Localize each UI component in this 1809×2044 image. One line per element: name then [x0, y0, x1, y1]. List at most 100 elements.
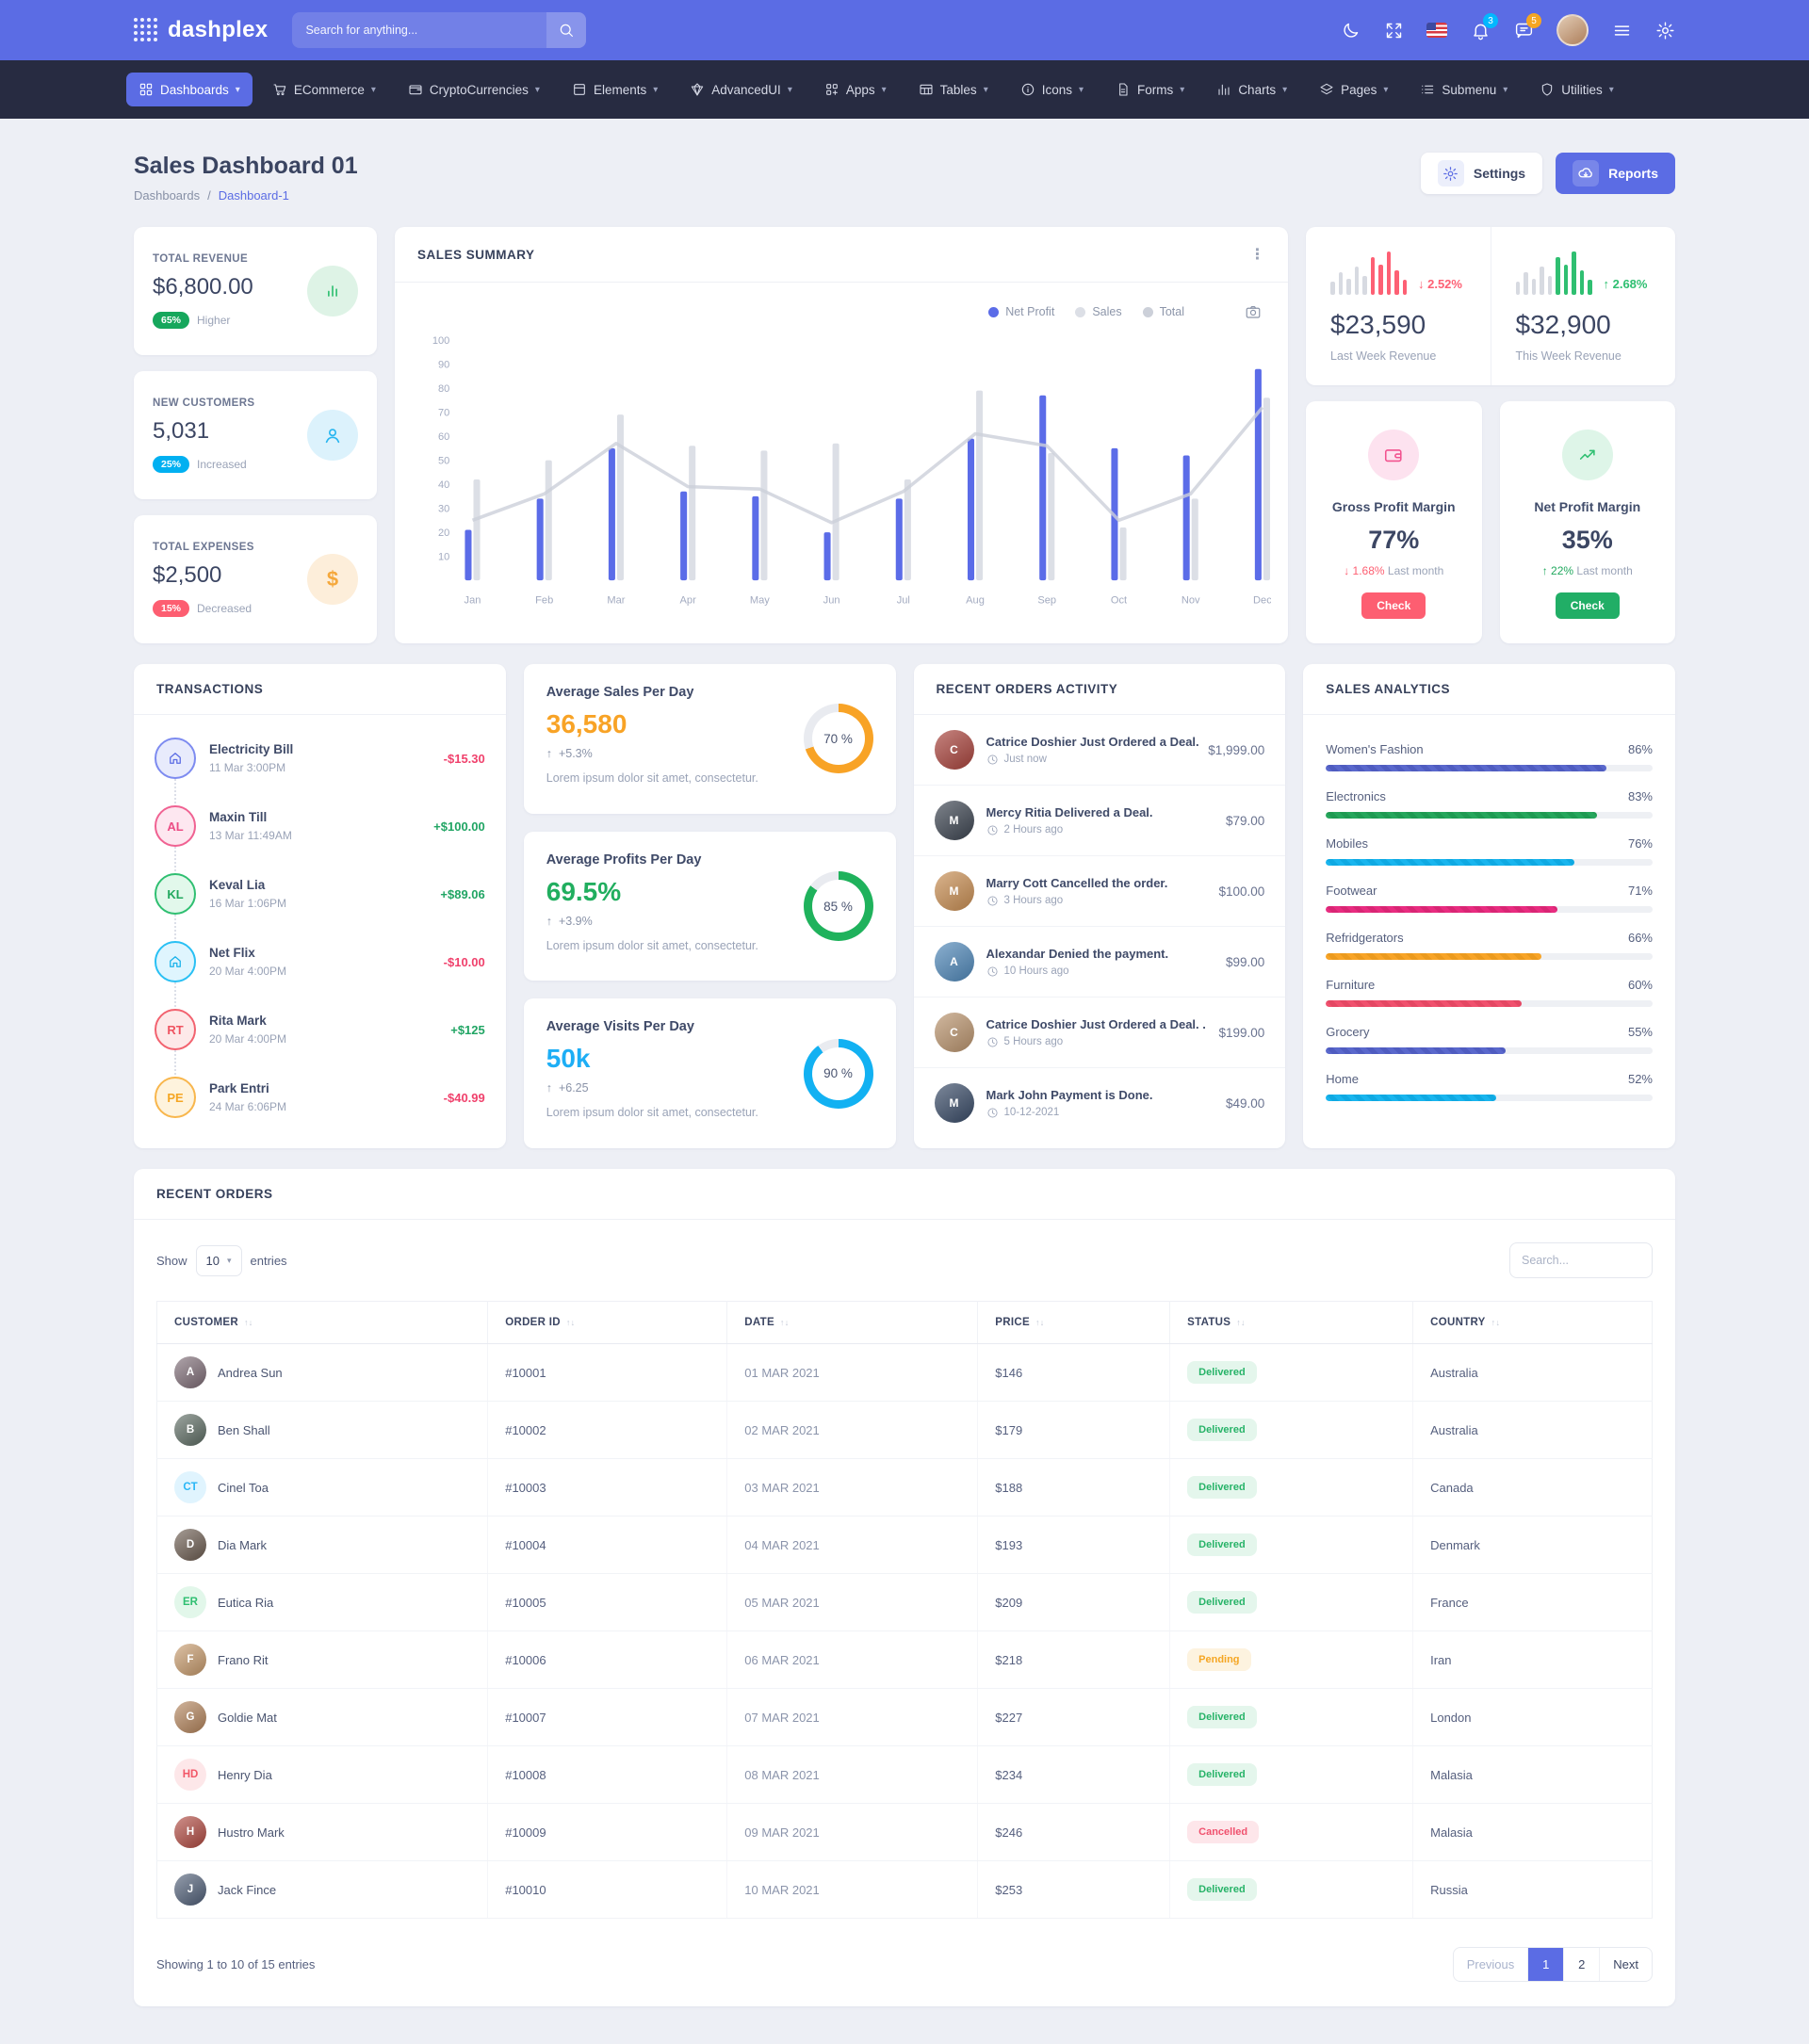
svg-text:Sep: Sep — [1037, 594, 1056, 606]
legend-item[interactable]: Total — [1142, 305, 1184, 318]
order-id: #10005 — [487, 1573, 727, 1631]
table-search-input[interactable] — [1509, 1242, 1653, 1278]
user-icon — [325, 429, 340, 444]
menu-icon[interactable] — [1611, 20, 1632, 41]
nav-item-advancedui[interactable]: AdvancedUI ▾ — [677, 73, 805, 106]
breadcrumb-current: Dashboard-1 — [218, 188, 289, 203]
user-avatar[interactable] — [1556, 14, 1589, 46]
customer-name: Andrea Sun — [218, 1365, 283, 1380]
analytics-row: Home 52% — [1326, 1072, 1653, 1101]
settings-button[interactable]: Settings — [1420, 153, 1543, 194]
stat-label: NEW CUSTOMERS — [153, 397, 255, 409]
svg-text:100: 100 — [432, 335, 449, 347]
average-delta: ↑ +6.25 — [546, 1081, 589, 1095]
transaction-amount: -$15.30 — [443, 751, 485, 766]
check-button[interactable]: Check — [1361, 592, 1426, 619]
nav-item-charts[interactable]: Charts ▾ — [1204, 73, 1299, 106]
gear-icon — [1443, 166, 1459, 181]
fullscreen-icon[interactable] — [1383, 20, 1404, 41]
nav-item-apps[interactable]: Apps ▾ — [812, 73, 899, 106]
analytics-bar — [1326, 953, 1542, 960]
sales-summary-chart: 10 20 30 40 50 60 70 80 90 100 Jan Feb Mar Apr May Jun J… — [395, 320, 1288, 632]
breadcrumb: Dashboards / Dashboard-1 — [134, 188, 289, 203]
column-header-country[interactable]: COUNTRY ↑↓ — [1412, 1301, 1653, 1344]
transaction-name: Rita Mark — [209, 1014, 267, 1028]
svg-text:30: 30 — [438, 504, 449, 515]
search-input[interactable] — [292, 12, 547, 48]
page-2[interactable]: 2 — [1563, 1948, 1599, 1981]
average-title: Average Visits Per Day — [546, 1019, 694, 1035]
legend-dot — [988, 306, 1000, 317]
messages-icon[interactable]: 5 — [1513, 13, 1541, 41]
chart-icon — [1218, 84, 1230, 95]
nav-item-ecommerce[interactable]: ECommerce ▾ — [260, 73, 388, 106]
column-header-price[interactable]: PRICE ↑↓ — [977, 1301, 1170, 1344]
stat-card: TOTAL EXPENSES $2,500 15% Decreased $ — [134, 515, 377, 643]
svg-text:70: 70 — [438, 408, 449, 419]
legend-dot — [1142, 306, 1153, 317]
search-button[interactable] — [546, 12, 587, 48]
column-header-status[interactable]: STATUS ↑↓ — [1169, 1301, 1413, 1344]
status-badge: Delivered — [1187, 1878, 1257, 1901]
main-nav: Dashboards ▾ ECommerce ▾ CryptoCurrencies ▾ El… — [0, 60, 1809, 119]
customer-avatar: G — [174, 1701, 206, 1733]
legend-item[interactable]: Sales — [1075, 305, 1122, 318]
column-header-customer[interactable]: CUSTOMER ↑↓ — [156, 1301, 488, 1344]
transaction-avatar: KL — [155, 873, 196, 915]
activity-amount: $1,999.00 — [1208, 742, 1265, 757]
reports-button[interactable]: Reports — [1556, 153, 1675, 194]
chevron-down-icon: ▾ — [227, 1255, 232, 1265]
column-header-date[interactable]: DATE ↑↓ — [726, 1301, 978, 1344]
activity-time: 3 Hours ago — [1003, 895, 1064, 906]
page-size-select[interactable]: 10 ▾ — [195, 1244, 242, 1276]
chart-download-camera-icon[interactable] — [1245, 303, 1262, 320]
analytics-label: Electronics — [1326, 789, 1386, 803]
legend-dot — [1075, 306, 1086, 317]
average-delta: ↑ +3.9% — [546, 914, 593, 928]
ring-label: 85 % — [823, 899, 853, 914]
nav-item-tables[interactable]: Tables ▾ — [906, 73, 1001, 106]
stat-value: $6,800.00 — [153, 274, 253, 300]
transaction-name: Park Entri — [209, 1081, 269, 1095]
legend-item[interactable]: Net Profit — [988, 305, 1054, 318]
nav-item-submenu[interactable]: Submenu ▾ — [1408, 73, 1520, 106]
recent-orders-title: RECENT ORDERS — [156, 1187, 273, 1201]
page-previous[interactable]: Previous — [1466, 1957, 1515, 1971]
order-price: $188 — [977, 1458, 1170, 1517]
nav-item-elements[interactable]: Elements ▾ — [560, 73, 670, 106]
dark-mode-icon[interactable] — [1340, 20, 1361, 41]
breadcrumb-parent[interactable]: Dashboards — [134, 188, 201, 203]
check-button[interactable]: Check — [1555, 592, 1620, 619]
nav-item-dashboards[interactable]: Dashboards ▾ — [126, 73, 253, 106]
brand-logo[interactable]: dashplex — [134, 17, 268, 43]
transaction-avatar: AL — [155, 805, 196, 847]
order-date: 09 MAR 2021 — [726, 1803, 978, 1861]
expand-icon — [1386, 23, 1401, 38]
column-header-order-id[interactable]: ORDER ID ↑↓ — [487, 1301, 727, 1344]
nav-item-icons[interactable]: Icons ▾ — [1008, 73, 1096, 106]
notifications-bell-icon[interactable]: 3 — [1470, 13, 1498, 41]
customer-name: Goldie Mat — [218, 1710, 277, 1725]
svg-text:Jan: Jan — [464, 594, 481, 606]
chevron-down-icon: ▾ — [787, 84, 792, 95]
svg-text:Feb: Feb — [535, 594, 553, 606]
stat-note: Increased — [197, 458, 247, 471]
nav-item-cryptocurrencies[interactable]: CryptoCurrencies ▾ — [396, 73, 552, 106]
page-next[interactable]: Next — [1599, 1948, 1652, 1981]
card-menu-kebab-icon[interactable]: ⋮ — [1249, 247, 1265, 263]
clock-icon — [986, 895, 998, 906]
nav-item-utilities[interactable]: Utilities ▾ — [1527, 73, 1626, 106]
language-flag-icon[interactable] — [1426, 20, 1447, 41]
nav-item-forms[interactable]: Forms ▾ — [1103, 73, 1197, 106]
analytics-bar — [1326, 906, 1558, 913]
settings-gear-icon[interactable] — [1654, 20, 1675, 41]
nav-item-pages[interactable]: Pages ▾ — [1307, 73, 1400, 106]
order-id: #10008 — [487, 1745, 727, 1804]
analytics-row: Women's Fashion 86% — [1326, 742, 1653, 771]
analytics-row: Mobiles 76% — [1326, 836, 1653, 866]
apps-icon — [825, 84, 838, 95]
transactions-card: TRANSACTIONS Electricity Bill 11 Mar 3:00… — [134, 664, 506, 1148]
margin-card: Gross Profit Margin 77% ↓ 1.68% Last month… — [1306, 401, 1482, 643]
progress-ring: 70 % — [803, 704, 873, 774]
page-1[interactable]: 1 — [1527, 1948, 1564, 1981]
